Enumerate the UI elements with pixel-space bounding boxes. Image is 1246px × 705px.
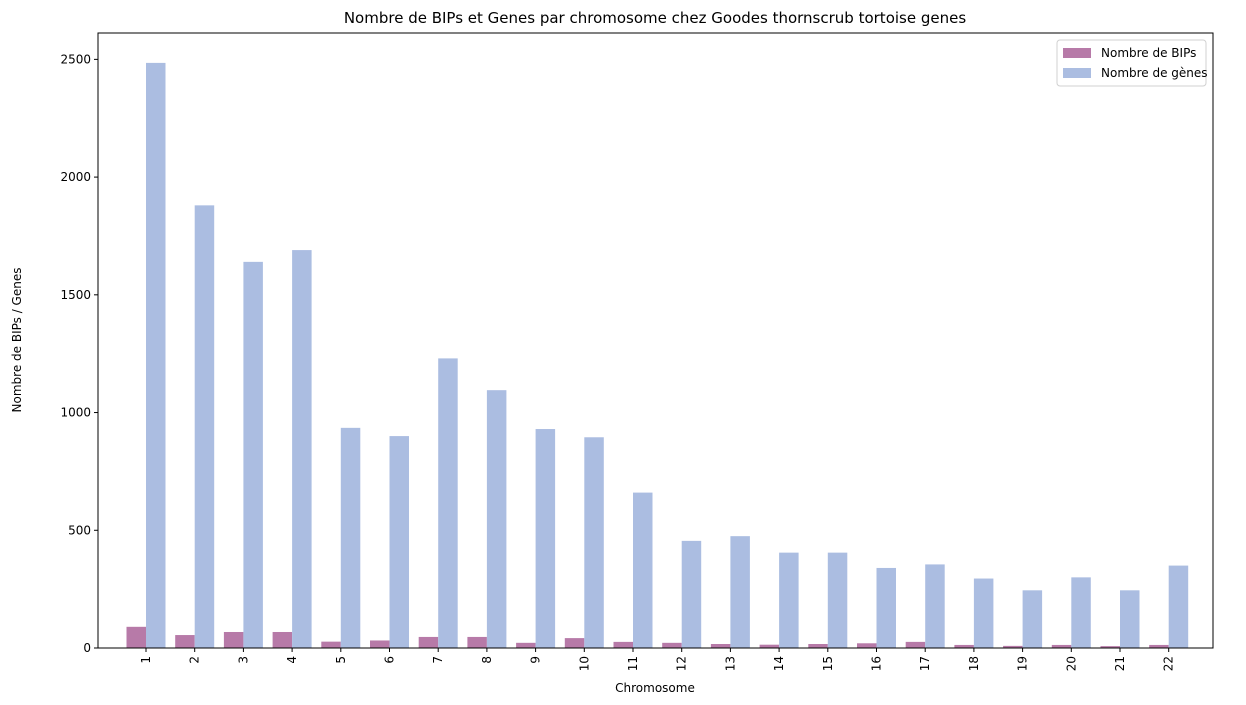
y-tick-label-1000: 1000 (60, 406, 91, 420)
bip-bar-20 (1051, 644, 1072, 648)
x-tick-label-6: 6 (383, 656, 397, 664)
x-tick-label-2: 2 (188, 656, 202, 664)
x-tick-label-9: 9 (529, 656, 543, 664)
x-tick-label-22: 22 (1162, 656, 1176, 671)
gene-bar-14 (779, 552, 799, 648)
y-tick-label-2000: 2000 (60, 170, 91, 184)
gene-bar-20 (1071, 577, 1091, 648)
y-tick-label-1500: 1500 (60, 288, 91, 302)
bip-bar-14 (759, 644, 780, 648)
bip-bar-2 (175, 635, 195, 648)
x-tick-label-7: 7 (431, 656, 445, 664)
x-tick-label-4: 4 (285, 656, 299, 664)
bip-bar-13 (710, 644, 731, 648)
legend-swatch-0 (1063, 48, 1091, 58)
y-tick-label-2500: 2500 (60, 52, 91, 66)
gene-bar-6 (389, 436, 409, 648)
bip-bar-9 (516, 642, 536, 648)
x-tick-label-13: 13 (723, 656, 737, 671)
gene-bar-12 (681, 540, 702, 648)
gene-bar-10 (584, 437, 604, 648)
bip-bar-22 (1149, 644, 1169, 648)
x-tick-label-14: 14 (772, 656, 786, 671)
gene-bar-4 (292, 250, 312, 648)
x-axis-label: Chromosome (615, 681, 695, 695)
bip-bar-21 (1100, 646, 1120, 648)
bip-bar-19 (1003, 645, 1023, 648)
x-tick-label-12: 12 (675, 656, 689, 671)
gene-bar-8 (486, 390, 507, 648)
bip-bar-7 (418, 636, 439, 648)
x-tick-label-19: 19 (1016, 656, 1030, 671)
x-tick-label-10: 10 (577, 656, 591, 671)
bip-bar-15 (808, 644, 828, 648)
x-tick-label-18: 18 (967, 656, 981, 671)
bip-bar-18 (954, 644, 974, 648)
x-tick-label-16: 16 (870, 656, 884, 671)
y-tick-label-0: 0 (83, 641, 91, 655)
bip-bar-1 (126, 626, 146, 648)
x-tick-label-8: 8 (480, 656, 494, 664)
bip-bar-6 (370, 640, 390, 648)
gene-bar-1 (146, 62, 166, 648)
bip-bar-5 (321, 641, 341, 648)
legend-swatch-1 (1063, 68, 1091, 78)
bip-bar-10 (564, 638, 585, 648)
legend-box (1056, 39, 1207, 87)
x-tick-label-21: 21 (1113, 656, 1127, 671)
gene-bar-7 (438, 358, 458, 648)
legend: Nombre de BIPs Nombre de gènes (1056, 39, 1208, 87)
x-tick-label-11: 11 (626, 656, 640, 671)
gene-bar-19 (1022, 590, 1043, 648)
legend-label-1: Nombre de gènes (1101, 66, 1208, 80)
x-tick-label-20: 20 (1064, 656, 1078, 671)
gene-bar-5 (340, 427, 361, 648)
x-tick-label-1: 1 (139, 656, 153, 664)
x-tick-label-17: 17 (918, 656, 932, 671)
x-tick-label-15: 15 (821, 656, 835, 671)
plot-frame (97, 32, 1214, 649)
gene-bar-17 (925, 564, 945, 648)
bip-bar-12 (662, 642, 682, 648)
bip-bar-8 (467, 636, 487, 648)
bip-bar-3 (223, 631, 244, 648)
bip-bar-4 (272, 631, 293, 648)
gene-bar-16 (876, 567, 896, 648)
gene-bar-9 (535, 429, 556, 648)
gene-bar-11 (633, 492, 653, 648)
gene-bar-13 (730, 536, 750, 648)
gene-bar-22 (1168, 565, 1189, 648)
x-tick-label-3: 3 (236, 656, 250, 664)
gene-bar-18 (973, 578, 994, 648)
x-tick-label-5: 5 (334, 656, 348, 664)
chart-title: Nombre de BIPs et Genes par chromosome c… (344, 9, 967, 27)
legend-label-0: Nombre de BIPs (1101, 46, 1196, 60)
bip-bar-17 (905, 641, 926, 648)
gene-bar-15 (827, 552, 848, 648)
y-tick-label-500: 500 (68, 523, 91, 537)
bip-bar-16 (857, 643, 877, 648)
y-axis-label: Nombre de BIPs / Genes (10, 268, 24, 413)
bip-bar-11 (613, 641, 633, 648)
bars-layer (126, 62, 1189, 648)
gene-bar-2 (194, 205, 215, 648)
gene-bar-3 (243, 261, 263, 648)
gene-bar-21 (1120, 590, 1140, 648)
